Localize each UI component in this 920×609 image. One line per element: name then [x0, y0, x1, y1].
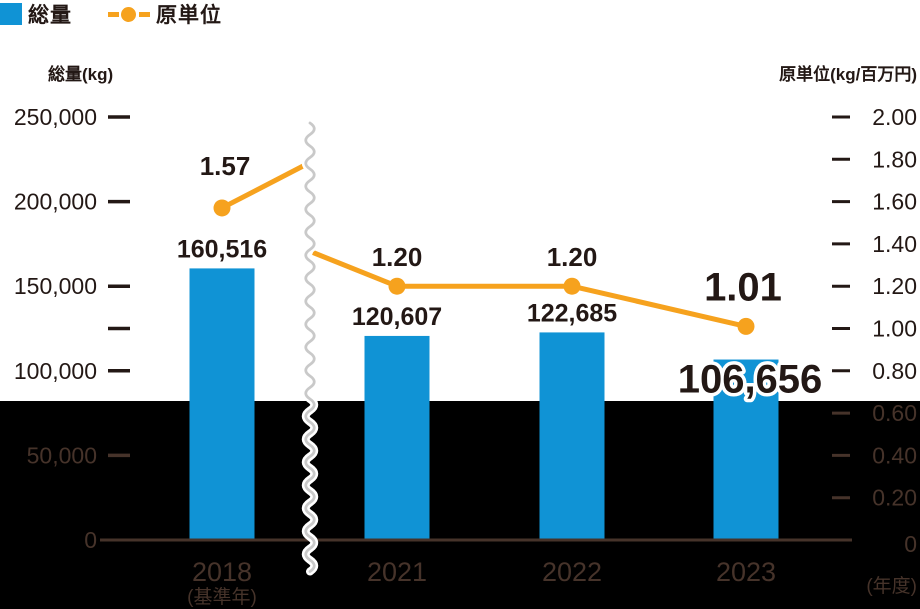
intensity-point-2022	[563, 277, 581, 295]
left-axis-tick-label: 100,000	[14, 358, 97, 384]
intensity-line	[312, 250, 747, 329]
bar-2021	[364, 335, 430, 540]
intensity-value-label-2023: 1.01	[704, 265, 782, 309]
total-value-label-2023: 106,656	[678, 358, 823, 402]
x-axis-label-2022: 2022	[542, 557, 602, 587]
intensity-value-label-2021: 1.20	[372, 242, 423, 272]
right-axis-tick-label: 1.40	[872, 231, 917, 257]
total-value-label-2021: 120,607	[352, 303, 442, 331]
bar-2018	[189, 268, 255, 540]
axis-break-wavy-line	[304, 121, 316, 573]
x-axis-label-2018: 2018	[192, 557, 252, 587]
intensity-point-2023	[737, 317, 755, 335]
total-value-label-2018: 160,516	[177, 235, 267, 263]
left-axis-tick-label: 200,000	[14, 189, 97, 215]
bar-2022	[539, 332, 605, 540]
legend-dash-icon	[108, 12, 119, 17]
left-axis-tick-label: 50,000	[27, 442, 97, 468]
right-axis-tick-label: 0	[904, 531, 917, 557]
intensity-point-2021	[388, 277, 406, 295]
total-legend-label: 総量	[28, 4, 72, 27]
right-axis-tick-label: 0.60	[872, 400, 917, 426]
left-axis-title: 総量(kg)	[48, 65, 114, 84]
legend-dot-icon	[121, 7, 136, 22]
intensity-point-2018	[213, 199, 231, 217]
right-axis-tick-label: 0.20	[872, 485, 917, 511]
right-axis-tick-label: 2.00	[872, 104, 917, 130]
right-axis-title: 原単位(kg/百万円)	[779, 65, 917, 84]
right-axis-tick-label: 1.80	[872, 146, 917, 172]
x-axis-unit-label: (年度)	[866, 576, 917, 597]
chart-legend: 総量 原単位	[0, 2, 222, 27]
intensity-legend-marker	[108, 3, 150, 25]
x-axis-label-2023: 2023	[716, 557, 776, 587]
right-axis-tick-label: 0.80	[872, 358, 917, 384]
intensity-value-label-2018: 1.57	[200, 151, 251, 181]
intensity-value-label-2022: 1.20	[547, 242, 598, 272]
right-axis-tick-label: 1.20	[872, 273, 917, 299]
right-axis-tick-label: 1.00	[872, 316, 917, 342]
total-legend-swatch	[0, 3, 22, 25]
left-axis-tick-label: 150,000	[14, 273, 97, 299]
base-year-note: (基準年)	[187, 586, 257, 608]
right-axis-tick-label: 1.60	[872, 189, 917, 215]
legend-dash-icon	[139, 12, 150, 17]
x-axis-label-2021: 2021	[367, 557, 427, 587]
bar-2023	[713, 359, 779, 540]
left-axis-tick-label: 250,000	[14, 104, 97, 130]
left-axis-tick-label: 0	[84, 527, 97, 553]
total-value-label-2022: 122,685	[527, 299, 617, 327]
intensity-line-pre-break	[220, 162, 308, 211]
intensity-legend-label: 原単位	[156, 4, 222, 27]
right-axis-tick-label: 0.40	[872, 442, 917, 468]
